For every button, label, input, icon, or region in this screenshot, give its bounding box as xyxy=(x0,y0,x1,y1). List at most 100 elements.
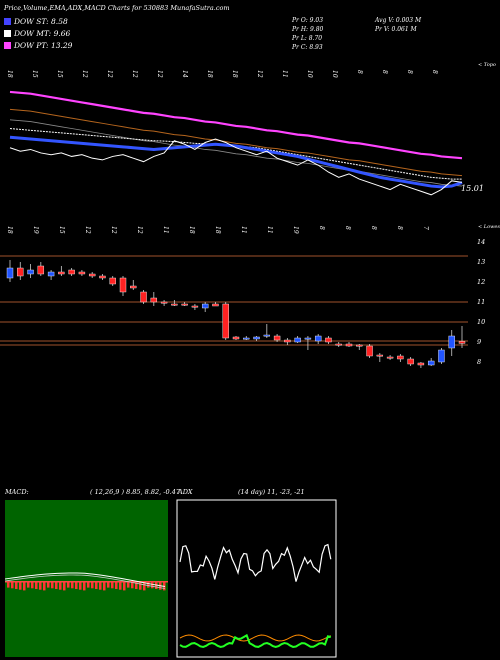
ema-date-label: 10 xyxy=(331,70,338,78)
price-date-label: 12 xyxy=(136,226,143,234)
ema-date-label: 18 xyxy=(6,70,13,78)
adx-minus-di-line xyxy=(179,634,331,642)
legend-swatch-pt xyxy=(4,42,11,49)
candle-body xyxy=(181,303,188,306)
macd-bar xyxy=(31,582,34,589)
legend-swatch-st xyxy=(4,18,11,25)
candle-body xyxy=(27,269,34,275)
price-tick-label: 14 xyxy=(477,238,485,246)
price-open: Pr O: 9.03 xyxy=(292,17,324,24)
candle-body xyxy=(150,297,158,303)
candle-body xyxy=(284,339,291,343)
candles xyxy=(6,260,466,368)
macd-bar xyxy=(103,582,106,591)
macd-bar xyxy=(139,582,142,590)
macd-bar xyxy=(59,582,62,590)
macd-bar xyxy=(151,582,154,589)
ema-date-label: 8 xyxy=(381,70,388,74)
candle-body xyxy=(386,356,394,359)
last-price-label: 15.01 xyxy=(461,184,484,193)
macd-histogram xyxy=(4,572,168,591)
ema-date-labels: 18 15 15 12 12 12 12 14 18 18 12 11 10 10 8 8 8 8 xyxy=(6,70,438,78)
price-date-label: 11 xyxy=(240,226,247,234)
price-date-label: 8 xyxy=(344,226,351,230)
macd-bar xyxy=(15,582,18,589)
price-tick-label: 13 xyxy=(477,258,485,266)
macd-bar xyxy=(11,582,14,589)
macd-bar xyxy=(51,582,54,589)
candle-body xyxy=(130,285,137,289)
ema-date-label: 14 xyxy=(181,70,188,78)
macd-bar xyxy=(19,582,22,590)
macd-bar xyxy=(55,582,58,589)
price-date-label: 18 xyxy=(188,226,195,234)
ema-line-price xyxy=(9,138,463,196)
price-date-label: 19 xyxy=(32,226,39,234)
avg-volume: Avg V: 0.003 M xyxy=(375,17,422,24)
candle-body xyxy=(160,301,168,304)
ema-date-label: 10 xyxy=(306,70,313,78)
price-axis-ticks: 14 13 12 11 10 9 8 xyxy=(477,238,485,366)
candle-body xyxy=(171,303,178,306)
legend-swatch-mt xyxy=(4,30,11,37)
macd-bar xyxy=(147,582,150,588)
price-tick-label: 10 xyxy=(477,318,485,326)
price-tick-label: 11 xyxy=(477,298,485,306)
price-date-label: 11 xyxy=(266,226,273,234)
candle-body xyxy=(99,275,106,279)
macd-line xyxy=(4,572,166,588)
adx-plus-di-line xyxy=(179,633,332,649)
candle-body xyxy=(314,335,322,342)
macd-panel xyxy=(5,500,168,657)
macd-bar xyxy=(127,582,130,588)
candle-body xyxy=(232,336,240,340)
macd-bar xyxy=(131,582,134,589)
price-levels xyxy=(0,255,468,346)
price-high: Pr H: 9.80 xyxy=(292,26,324,33)
macd-bar xyxy=(39,582,42,590)
candle-body xyxy=(397,355,404,360)
candle-body xyxy=(273,335,281,341)
candle-body xyxy=(243,337,250,340)
macd-zero-line xyxy=(5,581,168,583)
candle-body xyxy=(417,362,425,366)
ema-lines xyxy=(9,90,463,196)
price-date-label: 11 xyxy=(162,226,169,234)
price-date-label: 12 xyxy=(84,226,91,234)
macd-bar xyxy=(87,582,90,588)
macd-bar xyxy=(91,582,94,589)
price-tick-label: 9 xyxy=(477,338,481,346)
ema-date-label: 18 xyxy=(206,70,213,78)
ema-date-label: 15 xyxy=(56,70,63,78)
macd-params: ( 12,26,9 ) 8.85, 8.82, -0.47 xyxy=(90,488,180,496)
macd-bar xyxy=(111,582,114,589)
adx-panel xyxy=(176,499,337,658)
adx-lines xyxy=(179,543,332,649)
adx-main-line xyxy=(179,543,332,582)
price-date-label: 8 xyxy=(370,226,377,230)
candle-body xyxy=(335,343,342,346)
candle-body xyxy=(201,303,209,309)
macd-bar xyxy=(83,582,86,591)
ema-date-label: 11 xyxy=(281,70,288,78)
ema-corner-label: < Topo xyxy=(478,62,496,68)
macd-bar xyxy=(27,582,30,588)
candle-body xyxy=(212,303,219,307)
price-date-label: 7 xyxy=(422,226,429,230)
macd-bar xyxy=(23,582,26,591)
macd-bar xyxy=(95,582,98,589)
candle-body xyxy=(17,267,24,277)
macd-bar xyxy=(135,582,138,589)
candle-body xyxy=(119,277,127,293)
price-date-labels: 18 19 15 12 12 12 11 18 18 11 11 19 8 8 8 8 7 xyxy=(6,226,429,234)
price-date-label: 8 xyxy=(396,226,403,230)
legend-dow-mt: DOW MT: 9.66 xyxy=(4,29,70,38)
candle-body xyxy=(448,335,455,349)
candle-body xyxy=(304,337,312,340)
legend-dow-st: DOW ST: 8.58 xyxy=(4,17,68,26)
candle-body xyxy=(407,358,414,365)
ema-date-label: 8 xyxy=(406,70,413,74)
macd-bar xyxy=(71,582,74,589)
price-date-label: 12 xyxy=(110,226,117,234)
macd-bar xyxy=(75,582,78,589)
